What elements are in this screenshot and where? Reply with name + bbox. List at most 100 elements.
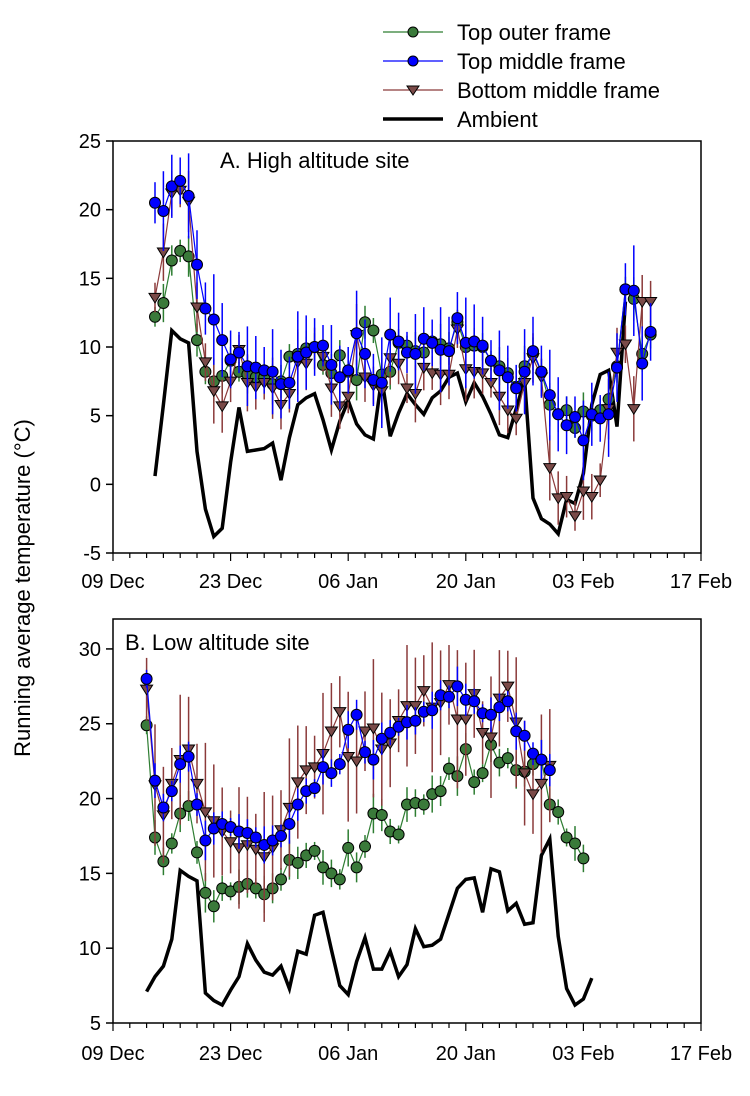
data-point xyxy=(157,205,170,218)
data-point xyxy=(367,324,380,337)
data-point xyxy=(602,408,615,421)
legend-marker xyxy=(407,26,419,38)
data-point xyxy=(635,296,650,309)
data-point xyxy=(290,777,305,789)
data-point xyxy=(342,723,355,736)
data-point xyxy=(199,834,212,847)
y-tick-label: 5 xyxy=(90,1013,101,1035)
data-point xyxy=(636,357,649,370)
data-point xyxy=(484,732,498,744)
x-tick-label: 06 Jan xyxy=(318,571,378,593)
data-point xyxy=(333,371,346,384)
data-point xyxy=(350,861,363,874)
x-tick-label: 20 Jan xyxy=(436,1043,496,1065)
series-top-middle-frame xyxy=(149,153,657,481)
data-point xyxy=(584,491,599,504)
data-point xyxy=(149,774,161,787)
data-point xyxy=(350,708,363,721)
data-point xyxy=(299,765,314,777)
data-point xyxy=(560,831,573,844)
panel-b: 5 10 15 20 25 30 09 Dec 23 Dec 06 Jan 20 Jan 03 Fe… xyxy=(79,618,732,1065)
data-point xyxy=(458,714,473,726)
data-point xyxy=(308,844,321,857)
data-point xyxy=(577,434,590,447)
data-point xyxy=(358,726,372,738)
data-point xyxy=(198,357,213,369)
y-tick-label: 25 xyxy=(79,131,101,153)
data-point xyxy=(392,335,405,348)
data-point xyxy=(500,681,515,693)
y-tick-label: 0 xyxy=(90,474,101,496)
data-point xyxy=(426,336,439,349)
y-tick-label: 10 xyxy=(79,938,101,960)
data-point xyxy=(443,762,455,775)
series-ambient xyxy=(145,832,594,1008)
data-point xyxy=(317,861,329,874)
data-point xyxy=(359,347,371,360)
data-point xyxy=(291,856,304,869)
x-tick-label: 03 Feb xyxy=(552,1043,614,1065)
x-tick-label: 23 Dec xyxy=(199,1043,262,1065)
data-point xyxy=(643,296,658,309)
plot-frame xyxy=(112,618,702,1024)
data-point xyxy=(165,785,178,798)
data-point xyxy=(199,302,212,315)
data-point xyxy=(207,900,220,913)
data-point xyxy=(426,704,439,717)
x-tick-label: 03 Feb xyxy=(552,571,614,593)
data-point xyxy=(325,867,338,880)
data-point xyxy=(366,723,381,735)
data-point xyxy=(510,382,523,395)
data-point xyxy=(342,364,355,377)
data-point xyxy=(577,852,590,865)
data-point xyxy=(576,486,591,498)
data-point xyxy=(199,886,212,899)
data-point xyxy=(275,829,287,842)
data-point xyxy=(182,189,195,202)
legend-marker xyxy=(407,55,419,67)
panel-a: -5 0 5 10 15 20 25 09 Dec 23 Dec 06 Jan 20 Jan 03 F… xyxy=(79,131,732,593)
data-point xyxy=(551,493,566,505)
data-point xyxy=(325,358,338,371)
data-point xyxy=(384,726,397,739)
data-point xyxy=(283,817,296,830)
data-point xyxy=(468,776,481,789)
y-tick-label: 25 xyxy=(79,714,101,736)
data-point xyxy=(367,753,380,766)
data-point xyxy=(384,328,397,341)
data-point xyxy=(157,297,170,310)
data-point xyxy=(409,347,422,360)
series-ambient xyxy=(153,301,628,540)
data-point xyxy=(569,411,581,424)
data-point xyxy=(485,354,497,367)
data-point xyxy=(409,714,422,727)
data-point xyxy=(517,768,532,780)
data-point xyxy=(165,254,178,267)
data-point xyxy=(324,726,339,738)
data-point xyxy=(182,250,195,263)
data-point xyxy=(174,758,187,771)
data-point xyxy=(493,701,506,714)
data-point xyxy=(359,840,371,853)
data-point xyxy=(509,413,524,425)
legend-label: Bottom middle frame xyxy=(457,78,660,103)
x-tick-label: 09 Dec xyxy=(81,1043,144,1065)
data-point xyxy=(501,752,514,765)
data-point xyxy=(543,389,556,402)
x-tick-label: 09 Dec xyxy=(81,571,144,593)
data-point xyxy=(416,686,431,698)
data-point xyxy=(527,747,539,760)
data-point xyxy=(451,680,464,693)
x-tick-label: 06 Jan xyxy=(318,1043,378,1065)
data-point xyxy=(644,325,657,338)
data-point xyxy=(266,365,279,378)
y-axis-label: Running average temperature (°C) xyxy=(10,419,35,757)
data-point xyxy=(392,828,405,841)
data-point xyxy=(349,756,364,768)
data-point xyxy=(450,714,465,726)
data-point xyxy=(333,758,346,771)
data-point xyxy=(485,708,497,721)
data-point xyxy=(215,401,230,413)
series-top-middle-frame xyxy=(140,666,556,864)
